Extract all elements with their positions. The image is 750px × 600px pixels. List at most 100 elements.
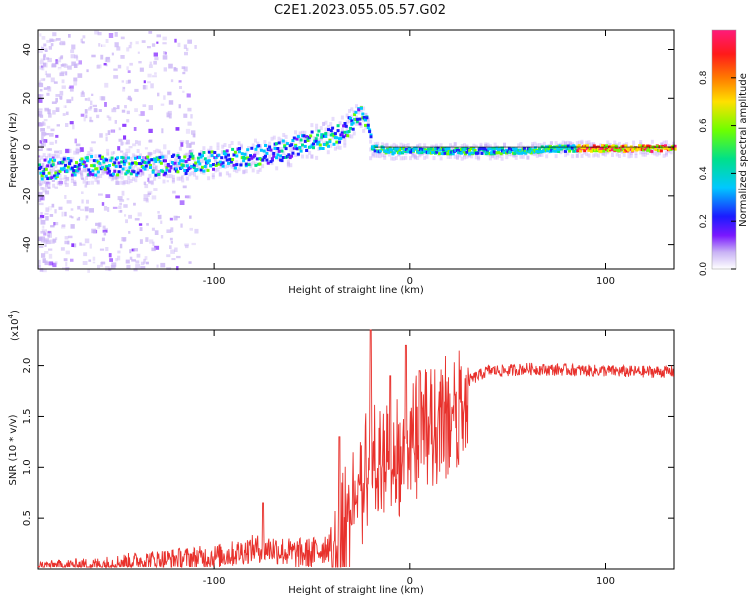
spectrogram-noise-cell [43,232,47,236]
spectrogram-halo-cell [319,137,323,142]
spectrogram-ridge-cell [435,150,439,154]
spectrogram-noise-cell [117,255,121,261]
spectrogram-halo-cell [59,181,63,186]
spectrogram-ridge-cell [53,158,57,162]
spectrogram-noise-cell [41,253,46,258]
spectrogram-ridge-cell [355,120,359,124]
spectrogram-noise-cell [40,230,46,234]
spectrogram-halo-cell [359,108,363,112]
spectrogram-ridge-cell [306,139,310,142]
spectrogram-halo-cell [519,154,523,159]
spectrogram-halo-cell [315,155,319,160]
spectrogram-ridge-cell [69,159,73,163]
spectrogram-ridge-cell [583,149,587,153]
spectrogram-ridge-cell [296,152,300,156]
spectrogram-noise-cell [163,95,166,100]
spectrogram-ridge-cell [490,151,493,155]
spectrogram-halo-cell [218,164,222,169]
spectrogram-halo-cell [96,179,100,184]
spectrogram-noise-cell [150,83,154,89]
spectrogram-halo-cell [458,153,462,158]
spectrogram-noise-cell [41,65,45,71]
spectrogram-halo-cell [650,139,654,144]
spectrogram-noise-cell [128,214,132,219]
spectrogram-halo-cell [618,141,621,146]
spectrogram-noise-cell [81,243,86,246]
spectrogram-noise-cell [71,216,74,219]
spectrogram-noise-cell [48,248,53,251]
spectrogram-halo-cell [369,139,373,144]
spectrogram-halo-cell [493,142,497,147]
spectrogram-ridge-cell [66,165,70,169]
spectrogram-halo-cell [582,150,586,155]
spectrogram-halo-cell [200,159,203,164]
spectrogram-halo-cell [413,155,417,160]
spectrogram-noise-cell [61,224,66,227]
spectrogram-halo-cell [303,130,307,135]
spectrogram-noise-cell [182,71,186,75]
spectrogram-halo-cell [533,141,537,146]
spectrogram-ridge-cell [175,167,178,171]
spectrogram-halo-cell [270,136,274,141]
spectrogram-ridge-cell [117,170,121,174]
spectrogram-halo-cell [108,156,112,161]
spectrogram-ridge-cell [40,174,44,178]
spectrogram-noise-cell [101,261,106,265]
spectrogram-noise-cell [149,61,152,65]
spectrogram-halo-cell [59,177,63,182]
spectrogram-ridge-cell [177,161,181,165]
spectrogram-noise-cell [64,182,69,187]
spectrogram-ridge-cell [232,153,236,157]
spectrogram-noise-cell [49,168,52,172]
spectrogram-halo-cell [601,151,605,156]
spectrogram-halo-cell [627,150,631,155]
spectrogram-ridge-cell [369,135,373,139]
spectrogram-noise-cell [147,46,151,49]
spectrogram-noise-cell [80,92,85,97]
spectrogram-halo-cell [167,174,171,178]
spectrogram-ridge-cell [291,139,295,142]
spectrogram-noise-cell [186,143,192,148]
spectrogram-ridge-cell [335,136,339,140]
spectrogram-ridge-cell [246,148,250,152]
spectrogram-noise-cell [111,262,117,267]
spectrogram-noise-cell [171,258,176,261]
spectrogram-ridge-cell [518,148,522,152]
spectrogram-ridge-cell [387,150,391,154]
spectrogram-noise-cell [38,155,41,158]
spectrogram-noise-cell [126,47,130,52]
spectrogram-noise-cell [84,238,90,244]
spectrogram-ridge-cell [206,168,210,172]
spectrogram-ridge-cell [209,164,213,168]
spectrogram-noise-cell [40,240,46,243]
spectrogram-halo-cell [456,155,459,160]
spectrogram-noise-cell [100,261,103,267]
spectrogram-halo-cell [348,119,351,124]
spectrogram-halo-cell [416,156,420,160]
spectrogram-halo-cell [545,154,549,159]
spectrogram-halo-cell [87,151,91,155]
spectrogram-ridge-cell [235,163,239,167]
spectrogram-ridge-cell [61,160,65,164]
spectrogram-noise-cell [134,88,139,92]
spectrogram-noise-cell [99,133,103,138]
spectrogram-ridge-cell [149,166,152,169]
spectrogram-noise-cell [181,66,186,70]
spectrogram-halo-cell [139,172,142,177]
spectrogram-noise-cell [49,153,52,158]
spectrogram-noise-cell [48,113,52,118]
spectrogram-noise-cell [43,142,46,147]
spectrogram-ridge-cell [168,169,172,173]
spectrogram-noise-cell [189,143,192,148]
spectrogram-ridge-cell [654,148,658,151]
spectrogram-ridge-cell [158,160,162,164]
spectrogram-ridge-cell [343,122,347,125]
spectrogram-ridge-cell [290,154,294,158]
spectrogram-noise-cell [127,79,131,84]
spectrogram-noise-cell [38,217,43,220]
spectrogram-noise-cell [177,42,181,47]
spectrogram-ridge-cell [258,162,262,166]
spectrogram-halo-cell [554,141,558,146]
spectrogram-halo-cell [526,155,530,160]
spectrogram-ridge-cell [364,123,367,127]
